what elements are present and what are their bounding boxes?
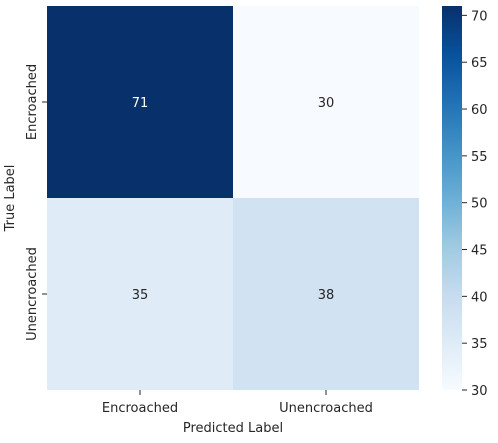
heatmap-cell-1-0 bbox=[47, 198, 233, 390]
colorbar-tick-label-8: 70 bbox=[471, 9, 488, 24]
cell-value-1-0: 35 bbox=[132, 288, 149, 303]
colorbar-tick-label-3: 45 bbox=[471, 244, 488, 259]
y-tick-label-0: Encroached bbox=[25, 64, 40, 140]
colorbar-tick-label-5: 55 bbox=[471, 150, 488, 165]
x-axis-title: Predicted Label bbox=[183, 421, 283, 436]
heatmap-cell-0-0 bbox=[47, 6, 233, 198]
cell-value-0-1: 30 bbox=[318, 96, 335, 111]
colorbar-ticks: 30 35 40 45 50 55 60 65 70 bbox=[462, 9, 488, 399]
x-tick-label-0: Encroached bbox=[102, 401, 178, 416]
cell-value-labels: 71 30 35 38 bbox=[132, 96, 335, 303]
y-axis-title: True Label bbox=[3, 165, 18, 233]
colorbar-tick-label-1: 35 bbox=[471, 337, 488, 352]
x-axis: Encroached Unencroached bbox=[102, 390, 373, 416]
heatmap-cells bbox=[47, 6, 419, 390]
x-tick-label-1: Unencroached bbox=[279, 401, 373, 416]
colorbar: 30 35 40 45 50 55 60 65 70 bbox=[442, 6, 488, 399]
colorbar-tick-label-0: 30 bbox=[471, 384, 488, 399]
colorbar-tick-label-2: 40 bbox=[471, 290, 488, 305]
colorbar-tick-label-6: 60 bbox=[471, 103, 488, 118]
cell-value-0-0: 71 bbox=[132, 96, 149, 111]
y-tick-label-1: Unencroached bbox=[25, 247, 40, 341]
colorbar-tick-label-7: 65 bbox=[471, 56, 488, 71]
cell-value-1-1: 38 bbox=[318, 288, 335, 303]
colorbar-tick-label-4: 50 bbox=[471, 197, 488, 212]
heatmap-cell-0-1 bbox=[233, 6, 419, 198]
y-axis: Encroached Unencroached bbox=[25, 64, 47, 341]
heatmap-cell-1-1 bbox=[233, 198, 419, 390]
colorbar-gradient bbox=[442, 6, 462, 390]
